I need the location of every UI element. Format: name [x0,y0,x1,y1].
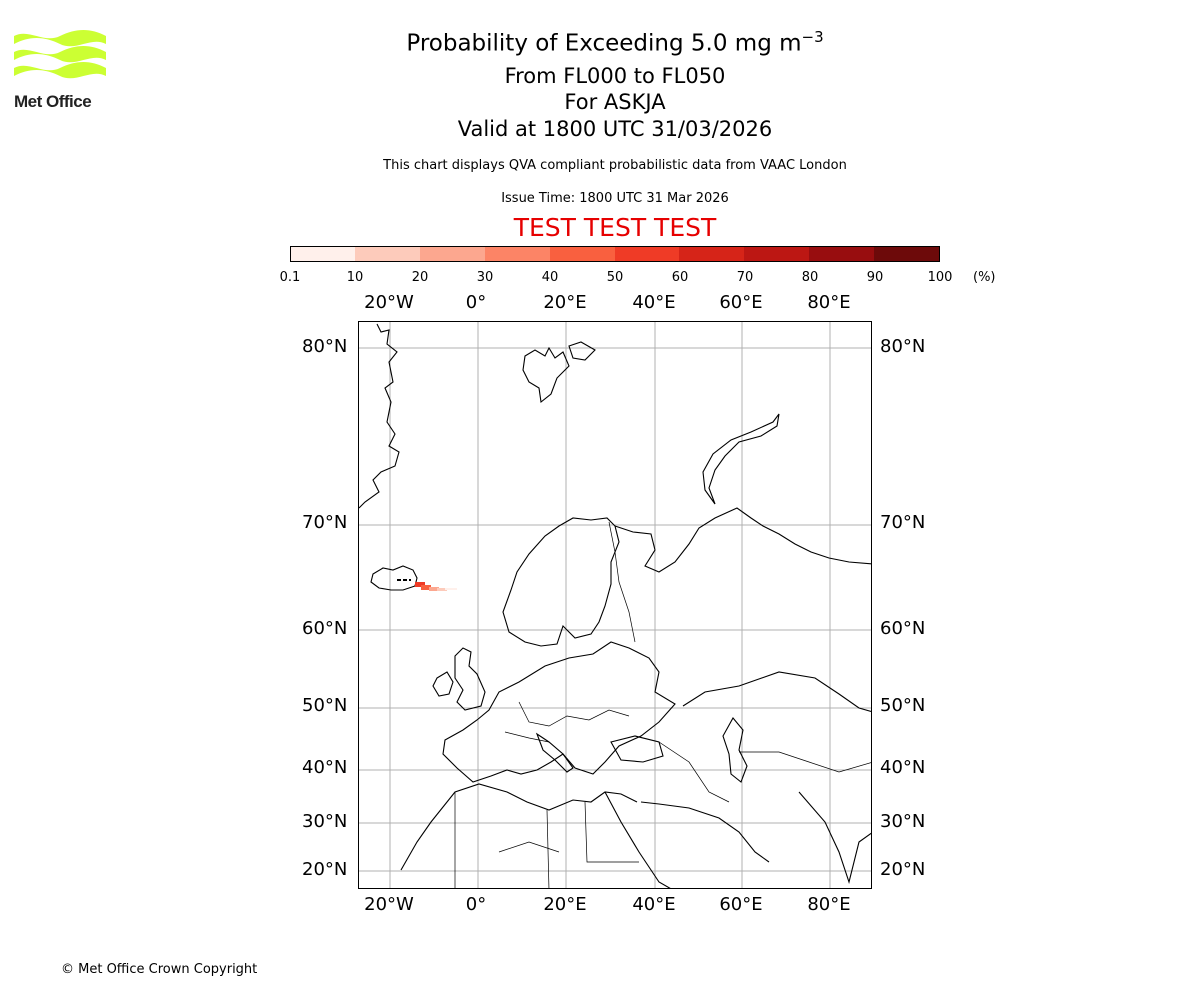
lat-label-left: 60°N [302,618,348,639]
lat-label-right: 80°N [880,336,926,357]
colorbar-segment [809,247,875,261]
map-canvas [359,322,871,888]
copyright: © Met Office Crown Copyright [61,962,258,977]
colorbar-segment [291,247,355,261]
chart-title: Probability of Exceeding 5.0 mg m−3 [0,28,1200,57]
lon-label-top: 20°E [543,292,587,313]
lat-label-right: 70°N [880,512,926,533]
met-office-waves-icon [14,30,106,79]
colorbar-segment [484,247,550,261]
lon-label-top: 0° [465,292,487,313]
colorbar-tick-label: 100 [927,270,953,285]
colorbar-tick-label: 40 [541,270,559,285]
title-text: Probability of Exceeding 5.0 mg m [406,30,802,57]
lat-label-right: 40°N [880,757,926,778]
colorbar [290,246,940,262]
lat-label-right: 50°N [880,695,926,716]
colorbar-tick-label: 70 [736,270,754,285]
colorbar-segment [419,247,485,261]
coastlines [359,323,871,888]
met-office-logo: Met Office [14,30,106,112]
issue-time: Issue Time: 1800 UTC 31 Mar 2026 [501,191,729,206]
lon-label-bottom: 40°E [632,894,676,915]
lon-label-top: 60°E [719,292,763,313]
colorbar-segment [354,247,420,261]
colorbar-tick-label: 50 [606,270,624,285]
colorbar-tick-label: 20 [411,270,429,285]
lon-label-bottom: 80°E [807,894,851,915]
lat-label-left: 50°N [302,695,348,716]
title-exponent: −3 [801,28,824,46]
lon-label-top: 80°E [807,292,851,313]
colorbar-segment [679,247,745,261]
lon-label-bottom: 20°W [364,894,414,915]
colorbar-segment [614,247,680,261]
test-banner: TEST TEST TEST [513,213,717,242]
lat-label-right: 60°N [880,618,926,639]
country-borders [454,521,871,888]
colorbar-tick-label: 80 [801,270,819,285]
colorbar-tick-label: 90 [866,270,884,285]
colorbar-segment [874,247,940,261]
valid-time: Valid at 1800 UTC 31/03/2026 [457,117,773,141]
colorbar-tick-label: 10 [346,270,364,285]
ash-plume [397,579,457,591]
lat-label-right: 30°N [880,811,926,832]
lat-label-right: 20°N [880,859,926,880]
lon-label-bottom: 20°E [543,894,587,915]
colorbar-unit: (%) [973,270,996,285]
gridlines [359,322,871,888]
level-range: From FL000 to FL050 [504,64,726,88]
colorbar-tick-label: 60 [671,270,689,285]
colorbar-tick-label: 30 [476,270,494,285]
lon-label-top: 20°W [364,292,414,313]
lat-label-left: 80°N [302,336,348,357]
volcano-name: For ASKJA [564,90,666,114]
colorbar-segment [744,247,810,261]
logo-text: Met Office [14,92,92,111]
description: This chart displays QVA compliant probab… [383,158,847,173]
map-panel [358,321,872,889]
lon-label-bottom: 60°E [719,894,763,915]
colorbar-segment [549,247,615,261]
lon-label-top: 40°E [632,292,676,313]
colorbar-tick-label: 0.1 [279,270,301,285]
lat-label-left: 20°N [302,859,348,880]
lat-label-left: 70°N [302,512,348,533]
lat-label-left: 40°N [302,757,348,778]
lat-label-left: 30°N [302,811,348,832]
lon-label-bottom: 0° [465,894,487,915]
